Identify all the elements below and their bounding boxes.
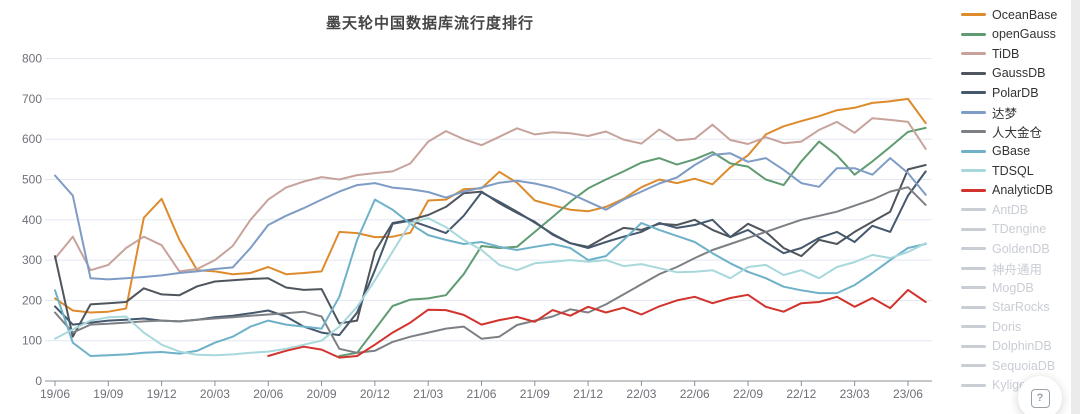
y-axis-label: 600 [22, 132, 42, 146]
legend-swatch [961, 149, 986, 153]
x-axis-label: 20/12 [360, 387, 390, 401]
series-line-OceanBase[interactable] [54, 97, 927, 314]
legend-label: GBase [992, 144, 1031, 159]
help-icon: ? [1030, 388, 1050, 408]
legend-label: 神舟通用 [992, 262, 1043, 277]
series-line-TiDB[interactable] [54, 117, 927, 273]
legend-swatch [961, 32, 986, 36]
legend-item-AntDB[interactable]: AntDB [961, 200, 1071, 220]
x-axis-label: 20/03 [200, 387, 230, 401]
legend-swatch [961, 247, 986, 251]
x-axis-label: 22/03 [626, 387, 656, 401]
legend-label: 人大金仓 [992, 126, 1043, 141]
legend-label: SequoiaDB [992, 358, 1056, 373]
legend-label: Doris [992, 319, 1022, 334]
legend-item-OceanBase[interactable]: OceanBase [961, 5, 1071, 25]
legend-item-人大金仓[interactable]: 人大金仓 [961, 122, 1071, 142]
legend-item-SequoiaDB[interactable]: SequoiaDB [961, 356, 1071, 376]
legend-label: TiDB [992, 46, 1020, 61]
legend-swatch [961, 286, 986, 290]
x-axis-label: 20/09 [307, 387, 337, 401]
legend-swatch [961, 130, 986, 134]
legend-swatch [961, 169, 986, 173]
legend-item-DolphinDB[interactable]: DolphinDB [961, 337, 1071, 357]
legend-item-PolarDB[interactable]: PolarDB [961, 83, 1071, 103]
legend-label: MogDB [992, 280, 1034, 295]
chart-title: 墨天轮中国数据库流行度排行 [325, 15, 534, 32]
legend-label: openGauss [992, 27, 1056, 42]
series-line-openGauss[interactable] [338, 126, 927, 357]
legend-label: OceanBase [992, 7, 1058, 22]
legend-item-TDengine[interactable]: TDengine [961, 220, 1071, 240]
series-line-TDSQL[interactable] [54, 217, 927, 357]
x-axis-label: 23/06 [893, 387, 923, 401]
y-axis-label: 800 [22, 52, 42, 66]
legend-label: AnalyticDB [992, 183, 1054, 198]
legend: OceanBase openGauss TiDB GaussDB PolarDB 达梦人大… [961, 5, 1071, 395]
help-button[interactable]: ? [1018, 376, 1062, 414]
legend-item-GBase[interactable]: GBase [961, 142, 1071, 162]
x-axis-label: 19/12 [147, 387, 177, 401]
legend-item-神舟通用[interactable]: 神舟通用 [961, 259, 1071, 279]
legend-label: PolarDB [992, 85, 1039, 100]
legend-swatch [961, 208, 986, 212]
legend-item-MogDB[interactable]: MogDB [961, 278, 1071, 298]
legend-label: AntDB [992, 202, 1029, 217]
legend-item-Doris[interactable]: Doris [961, 317, 1071, 337]
legend-swatch [961, 344, 986, 348]
legend-swatch [961, 305, 986, 309]
legend-swatch [961, 227, 986, 231]
legend-label: TDSQL [992, 163, 1034, 178]
y-axis-label: 100 [22, 334, 42, 348]
legend-item-openGauss[interactable]: openGauss [961, 25, 1071, 45]
series-line-GBase[interactable] [54, 198, 927, 357]
legend-item-GoldenDB[interactable]: GoldenDB [961, 239, 1071, 259]
legend-swatch [961, 52, 986, 56]
x-axis-label: 21/03 [413, 387, 443, 401]
legend-item-TDSQL[interactable]: TDSQL [961, 161, 1071, 181]
legend-label: DolphinDB [992, 339, 1052, 354]
legend-label: StarRocks [992, 300, 1050, 315]
legend-label: TDengine [992, 222, 1047, 237]
legend-swatch [961, 188, 986, 192]
y-axis-label: 300 [22, 253, 42, 267]
legend-swatch [961, 364, 986, 368]
legend-swatch [961, 383, 986, 387]
x-axis-label: 21/09 [520, 387, 550, 401]
legend-label: 达梦 [992, 106, 1018, 121]
y-axis-label: 700 [22, 92, 42, 106]
y-axis-label: 500 [22, 173, 42, 187]
legend-item-AnalyticDB[interactable]: AnalyticDB [961, 181, 1071, 201]
page-edge-strip [1071, 0, 1080, 414]
x-axis-label: 19/09 [93, 387, 123, 401]
y-axis-label: 200 [22, 293, 42, 307]
y-axis-label: 400 [22, 213, 42, 227]
legend-swatch [961, 266, 986, 270]
legend-swatch [961, 13, 986, 17]
legend-swatch [961, 91, 986, 95]
legend-item-StarRocks[interactable]: StarRocks [961, 298, 1071, 318]
legend-item-GaussDB[interactable]: GaussDB [961, 64, 1071, 84]
legend-swatch [961, 71, 986, 75]
x-axis-label: 22/06 [680, 387, 710, 401]
series-line-达梦[interactable] [54, 152, 927, 281]
series-line-人大金仓[interactable] [54, 186, 927, 354]
series-line-AnalyticDB[interactable] [267, 288, 927, 359]
x-axis-label: 19/06 [40, 387, 70, 401]
legend-item-TiDB[interactable]: TiDB [961, 44, 1071, 64]
x-axis-label: 20/06 [253, 387, 283, 401]
legend-label: GaussDB [992, 66, 1046, 81]
x-axis-label: 21/06 [466, 387, 496, 401]
x-axis-label: 22/09 [733, 387, 763, 401]
legend-label: GoldenDB [992, 241, 1050, 256]
x-axis-label: 23/03 [840, 387, 870, 401]
x-axis-label: 21/12 [573, 387, 603, 401]
legend-swatch [961, 110, 986, 114]
x-axis-label: 22/12 [786, 387, 816, 401]
y-axis-label: 0 [35, 374, 42, 388]
legend-swatch [961, 325, 986, 329]
legend-item-达梦[interactable]: 达梦 [961, 103, 1071, 123]
